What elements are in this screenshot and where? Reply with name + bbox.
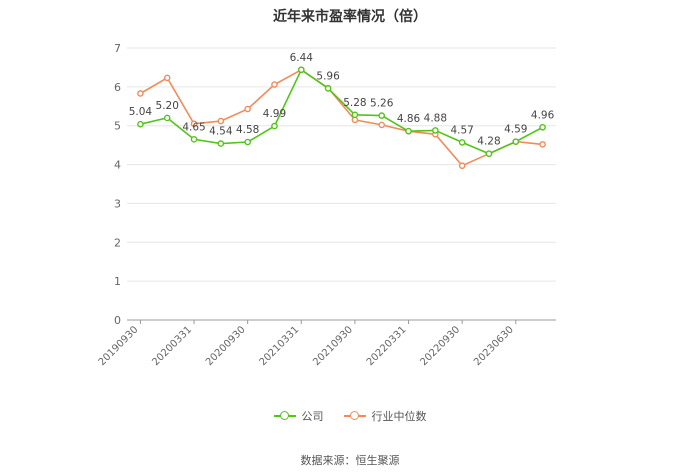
series-line-0 <box>140 68 543 155</box>
legend-item-industry-median[interactable]: 行业中位数 <box>343 408 427 424</box>
series-0-point[interactable] <box>351 111 359 119</box>
data-label: 4.28 <box>477 136 500 148</box>
legend-label-company: 公司 <box>301 410 324 423</box>
y-tick-label: 1 <box>114 275 121 288</box>
series-1-point[interactable] <box>458 162 466 170</box>
series-1-point[interactable] <box>244 105 251 113</box>
data-label: 4.96 <box>531 109 555 121</box>
series-1-point[interactable] <box>378 121 386 129</box>
x-tick-label: 20210331 <box>258 324 302 368</box>
data-label: 4.99 <box>263 108 286 120</box>
series-0-point[interactable] <box>244 138 251 146</box>
series-0-point[interactable] <box>378 112 386 119</box>
series-0-point[interactable] <box>297 66 305 74</box>
legend-item-company[interactable]: 公司 <box>273 408 324 424</box>
data-label: 5.28 <box>343 97 366 109</box>
series-1-point[interactable] <box>190 120 198 128</box>
series-0-point[interactable] <box>190 136 198 143</box>
x-tick-label: 20190930 <box>97 324 141 368</box>
chart-legend: 公司 行业中位数 <box>0 408 700 424</box>
series-line-1 <box>139 68 543 167</box>
series-1-point[interactable] <box>539 141 546 148</box>
legend-swatch-industry-median <box>343 411 366 421</box>
series-0-point[interactable] <box>217 140 225 147</box>
series-0-point[interactable] <box>539 123 546 131</box>
legend-label-industry-median: 行业中位数 <box>371 410 427 423</box>
data-source-note: 数据来源：恒生聚源 <box>300 454 400 467</box>
series-0-point[interactable] <box>271 122 278 130</box>
x-tick-label: 20210930 <box>311 324 355 368</box>
y-tick-label: 3 <box>114 197 121 210</box>
series-0-point[interactable] <box>324 85 332 92</box>
x-tick-label: 20200930 <box>204 324 248 368</box>
x-tick-label: 20200331 <box>150 324 194 368</box>
data-label: 4.58 <box>236 124 259 136</box>
y-tick-label: 7 <box>114 42 121 55</box>
y-tick-label: 0 <box>114 314 121 327</box>
x-tick-label: 20220331 <box>365 324 409 368</box>
data-label: 5.96 <box>316 70 340 82</box>
series-0-point[interactable] <box>405 127 412 135</box>
series-1-point[interactable] <box>137 90 144 97</box>
x-tick-label: 20220930 <box>419 324 463 368</box>
y-tick-label: 4 <box>114 159 121 172</box>
data-label: 5.20 <box>156 100 179 112</box>
data-label: 4.86 <box>397 113 421 125</box>
series-1-point[interactable] <box>217 117 225 125</box>
series-0-point[interactable] <box>485 150 493 157</box>
y-tick-label: 6 <box>114 81 121 94</box>
series-0-point[interactable] <box>163 114 171 122</box>
legend-swatch-company <box>273 411 296 421</box>
series-0-point[interactable] <box>512 138 520 145</box>
data-label: 5.26 <box>370 98 394 110</box>
data-label: 4.65 <box>182 121 205 133</box>
series-0-point[interactable] <box>432 127 439 134</box>
series-1-point[interactable] <box>163 74 171 82</box>
y-tick-label: 5 <box>114 120 121 133</box>
data-label: 6.44 <box>290 52 314 64</box>
data-label: 4.54 <box>209 126 233 138</box>
data-label: 4.57 <box>450 124 473 136</box>
y-tick-label: 2 <box>114 236 121 249</box>
data-label: 4.59 <box>504 124 527 136</box>
data-label: 5.04 <box>129 106 153 118</box>
series-1-point[interactable] <box>271 81 278 88</box>
x-tick-label: 20230630 <box>472 324 516 368</box>
chart-title: 近年来市盈率情况（倍） <box>273 9 427 25</box>
series-0-point[interactable] <box>458 139 466 146</box>
series-0-point[interactable] <box>137 120 144 128</box>
data-label: 4.88 <box>424 112 447 124</box>
